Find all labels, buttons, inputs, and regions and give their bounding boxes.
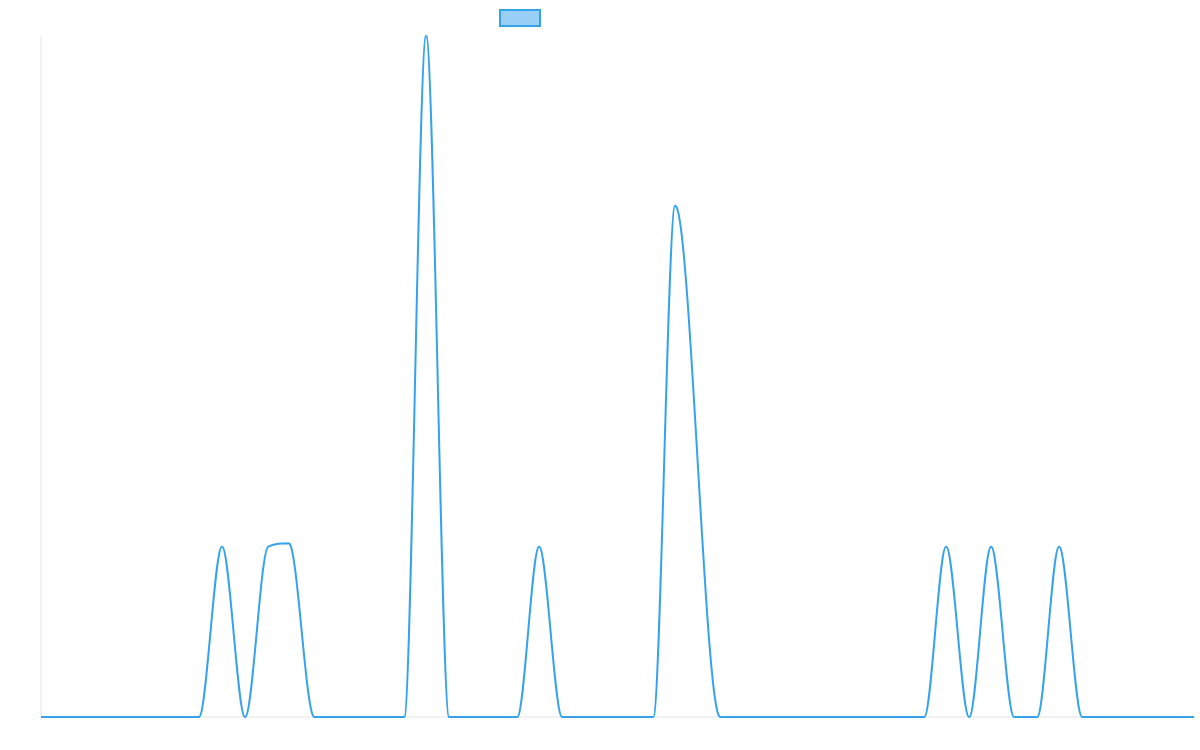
series-line-0 <box>40 35 1194 719</box>
legend-swatch[interactable] <box>499 9 541 27</box>
axes <box>40 36 1194 718</box>
series-layer <box>40 35 1194 719</box>
legend[interactable] <box>499 9 541 27</box>
